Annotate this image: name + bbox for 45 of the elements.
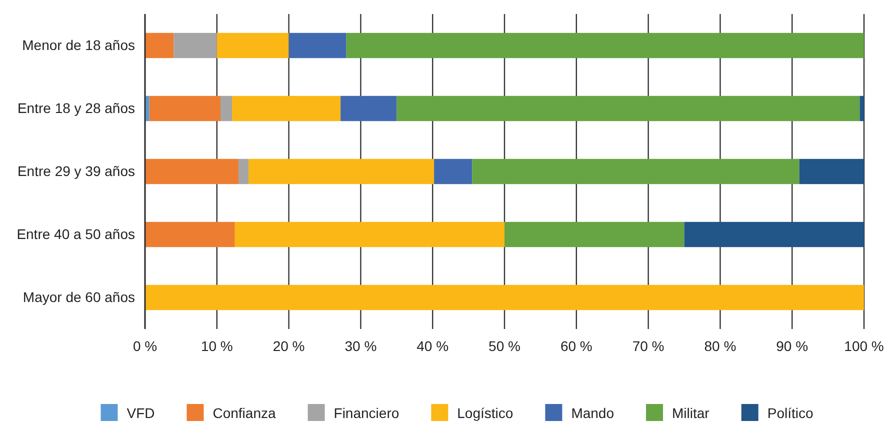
x-tick-label: 40 % xyxy=(416,338,449,354)
bar xyxy=(472,158,800,184)
bar xyxy=(145,222,235,248)
legend-label: Financiero xyxy=(334,405,400,421)
y-tick-label: Entre 29 y 39 años xyxy=(17,162,135,179)
x-tick-label: 60 % xyxy=(560,338,592,354)
bar xyxy=(174,32,217,58)
bar xyxy=(145,284,864,310)
bar xyxy=(434,158,472,184)
bar xyxy=(216,32,289,58)
x-tick-label: 90 % xyxy=(776,338,808,354)
bar xyxy=(288,32,346,58)
legend-label: Político xyxy=(767,405,814,421)
bar xyxy=(220,96,232,122)
bar xyxy=(248,158,434,184)
x-tick-label: 30 % xyxy=(344,338,377,354)
bar xyxy=(145,32,174,58)
y-tick-label: Mayor de 60 años xyxy=(22,288,135,305)
bar xyxy=(504,222,684,248)
bar xyxy=(234,222,504,248)
bar xyxy=(799,158,864,184)
x-tick-label: 20 % xyxy=(272,338,305,354)
x-tick-label: 10 % xyxy=(200,338,233,354)
y-tick-label: Menor de 18 años xyxy=(22,36,135,53)
bar xyxy=(860,96,864,122)
x-tick-label: 80 % xyxy=(704,338,736,354)
bar xyxy=(149,96,220,122)
bar xyxy=(396,96,860,122)
x-tick-label: 100 % xyxy=(844,338,884,354)
bar xyxy=(684,222,864,248)
legend-label: Logístico xyxy=(457,405,514,421)
bar xyxy=(340,96,397,122)
bar xyxy=(346,32,864,58)
y-tick-label: Entre 18 y 28 años xyxy=(17,100,135,116)
bar xyxy=(145,158,238,184)
x-tick-label: 50 % xyxy=(488,338,520,354)
x-tick-label: 0 % xyxy=(132,338,158,354)
y-tick-label: Entre 40 a 50 años xyxy=(16,226,135,242)
bar xyxy=(232,96,341,122)
legend-label: Militar xyxy=(672,405,710,421)
legend-label: VFD xyxy=(126,405,155,421)
bar xyxy=(238,158,249,184)
x-tick-label: 70 % xyxy=(632,338,664,354)
legend-label: Mando xyxy=(571,405,614,421)
legend-label: Confianza xyxy=(212,405,276,421)
